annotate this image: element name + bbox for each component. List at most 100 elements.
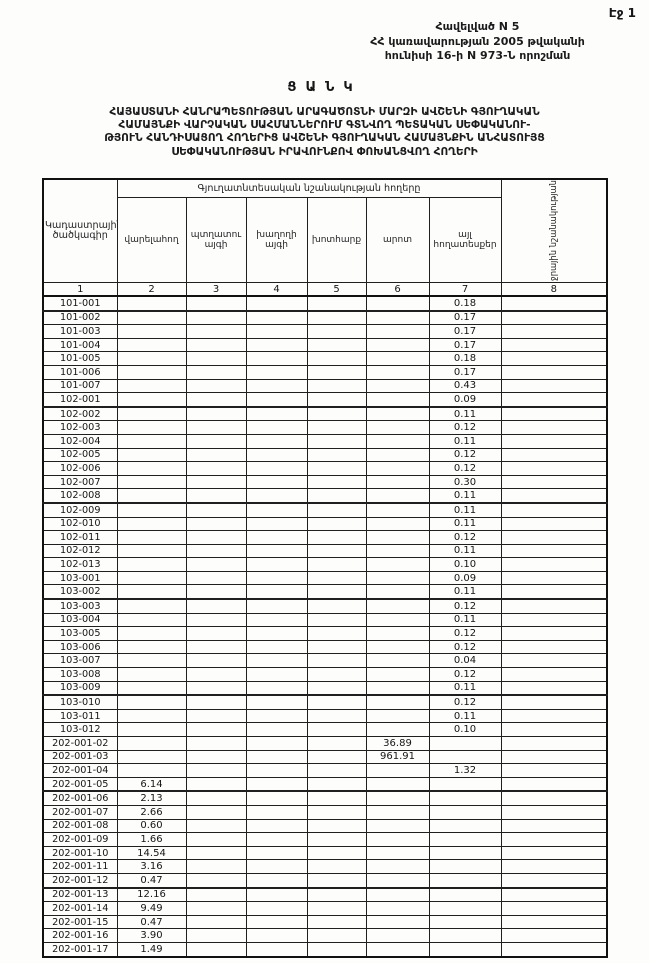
value-cell [245, 351, 308, 366]
value-cell [428, 845, 502, 861]
value-cell [245, 901, 308, 916]
cadastral-code-cell: 103-009 [42, 680, 118, 696]
value-cell [116, 501, 187, 518]
value-cell [365, 708, 430, 724]
table-row: 101-001 0.18 [42, 295, 608, 312]
value-cell [116, 598, 187, 614]
cadastral-code-cell: 103-005 [42, 626, 118, 641]
value-cell [500, 378, 608, 394]
value-cell [306, 941, 367, 958]
value-cell [500, 749, 608, 765]
value-cell [500, 351, 608, 366]
value-cell [245, 653, 308, 669]
value-cell [185, 790, 247, 806]
value-cell [185, 598, 247, 614]
value-cell: 0.17 [428, 324, 502, 339]
table-row: 103-008 0.12 [42, 667, 608, 682]
value-cell [245, 859, 308, 874]
value-cell [500, 488, 608, 504]
cadastral-code-cell: 202-001-14 [42, 901, 118, 916]
value-cell [185, 543, 247, 559]
value-cell [185, 914, 247, 930]
value-cell: 1.66 [116, 832, 187, 847]
cadastral-code-cell: 202-001-02 [42, 736, 118, 751]
value-cell [306, 474, 367, 490]
value-cell [365, 364, 430, 380]
value-cell [185, 667, 247, 682]
value-cell [428, 901, 502, 916]
value-cell [500, 776, 608, 792]
value-cell [500, 790, 608, 806]
value-cell [365, 612, 430, 628]
value-cell [365, 653, 430, 669]
cadastral-code-cell: 103-002 [42, 584, 118, 600]
value-cell [306, 722, 367, 737]
value-cell [116, 433, 187, 449]
value-cell [500, 447, 608, 463]
value-cell [185, 324, 247, 339]
value-cell [428, 749, 502, 765]
appendix-line-2: ՀՀ կառավարության 2005 թվականի [370, 34, 585, 48]
table-row: 202-001-03 961.91 [42, 749, 608, 765]
value-cell: 0.11 [428, 708, 502, 724]
value-cell [116, 584, 187, 600]
value-cell [500, 763, 608, 778]
value-cell: 0.09 [428, 392, 502, 408]
value-cell [428, 872, 502, 889]
value-cell [500, 405, 608, 422]
value-cell [245, 474, 308, 490]
value-cell [185, 530, 247, 545]
value-cell [500, 928, 608, 943]
value-cell [306, 694, 367, 710]
col-header-orchard: պտղատու այգի [185, 197, 247, 283]
value-cell [365, 584, 430, 600]
table-body: 101-001 0.18 101-002 0.17 101-003 0.17 101-004… [42, 295, 608, 958]
value-cell [306, 488, 367, 504]
value-cell [116, 488, 187, 504]
value-cell [185, 584, 247, 600]
value-cell [500, 501, 608, 518]
value-cell [245, 598, 308, 614]
value-cell: 0.43 [428, 378, 502, 394]
value-cell [500, 653, 608, 669]
value-cell [306, 790, 367, 806]
value-cell: 0.11 [428, 612, 502, 628]
value-cell [245, 845, 308, 861]
value-cell: 9.49 [116, 901, 187, 916]
column-number: 8 [500, 282, 608, 297]
value-cell: 0.12 [428, 694, 502, 710]
value-cell [245, 324, 308, 339]
value-cell [306, 461, 367, 476]
value-cell [306, 626, 367, 641]
cadastral-code-cell: 101-001 [42, 295, 118, 312]
table-row: 103-003 0.12 [42, 598, 608, 614]
value-cell [365, 392, 430, 408]
table-row: 102-005 0.12 [42, 447, 608, 463]
value-cell [306, 639, 367, 655]
cadastral-code-cell: 102-012 [42, 543, 118, 559]
value-cell [245, 557, 308, 572]
value-cell [245, 461, 308, 476]
value-cell [428, 818, 502, 834]
value-cell [306, 736, 367, 751]
value-cell [500, 694, 608, 710]
value-cell: 2.66 [116, 804, 187, 820]
value-cell [306, 859, 367, 874]
value-cell [185, 626, 247, 641]
value-cell [428, 776, 502, 792]
value-cell: 36.89 [365, 736, 430, 751]
value-cell [245, 749, 308, 765]
value-cell [185, 832, 247, 847]
value-cell: 0.11 [428, 516, 502, 532]
value-cell [185, 392, 247, 408]
value-cell: 0.17 [428, 337, 502, 353]
value-cell [185, 405, 247, 422]
value-cell: 0.18 [428, 295, 502, 312]
value-cell: 0.12 [428, 639, 502, 655]
table-row: 102-007 0.30 [42, 474, 608, 490]
value-cell: 0.11 [428, 405, 502, 422]
value-cell [500, 832, 608, 847]
value-cell [185, 722, 247, 737]
table-row: 101-007 0.43 [42, 378, 608, 394]
table-row: 202-001-15 0.47 [42, 914, 608, 930]
